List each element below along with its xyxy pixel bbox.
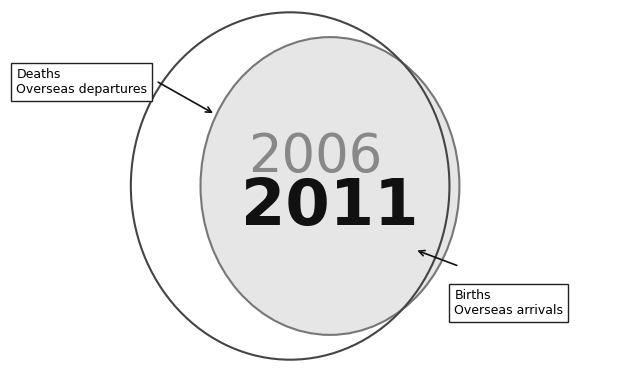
Text: Births
Overseas arrivals: Births Overseas arrivals <box>455 289 563 317</box>
Text: 2011: 2011 <box>241 176 419 238</box>
Ellipse shape <box>201 37 459 335</box>
Text: 2006: 2006 <box>248 131 382 183</box>
Text: Deaths
Overseas departures: Deaths Overseas departures <box>16 68 147 96</box>
